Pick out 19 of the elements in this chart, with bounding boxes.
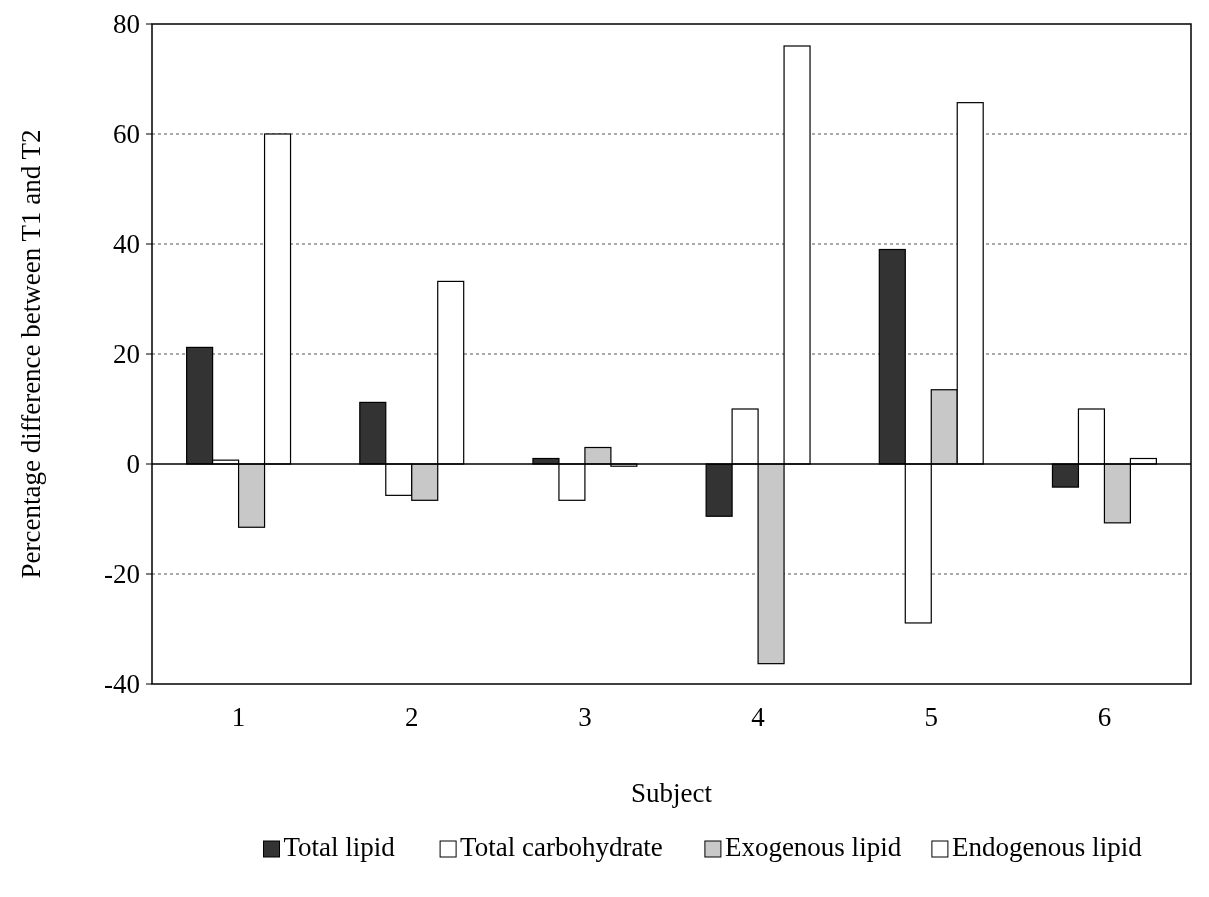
x-axis-title: Subject bbox=[631, 778, 713, 808]
x-tick-label: 1 bbox=[231, 702, 246, 732]
y-tick-label: -40 bbox=[104, 669, 140, 700]
y-tick-label: 20 bbox=[113, 339, 140, 370]
x-tick-label: 6 bbox=[1097, 702, 1112, 732]
x-tick-label: 4 bbox=[751, 702, 766, 732]
x-tick-label: 2 bbox=[405, 702, 419, 732]
y-axis-title: Percentage difference between T1 and T2 bbox=[16, 129, 46, 579]
legend-label: Total carbohydrate bbox=[460, 832, 663, 862]
legend-label: Total lipid bbox=[283, 832, 396, 862]
x-tick-label: 5 bbox=[924, 702, 938, 732]
legend-label: Endogenous lipid bbox=[951, 832, 1143, 862]
y-tick-label: 0 bbox=[126, 449, 140, 480]
y-tick-label: 60 bbox=[113, 119, 140, 150]
y-tick-label: 80 bbox=[113, 9, 140, 40]
y-tick-label: -20 bbox=[104, 559, 140, 590]
x-tick-label: 3 bbox=[578, 702, 592, 732]
y-tick-label: 40 bbox=[113, 229, 140, 260]
legend-label: Exogenous lipid bbox=[724, 832, 902, 862]
